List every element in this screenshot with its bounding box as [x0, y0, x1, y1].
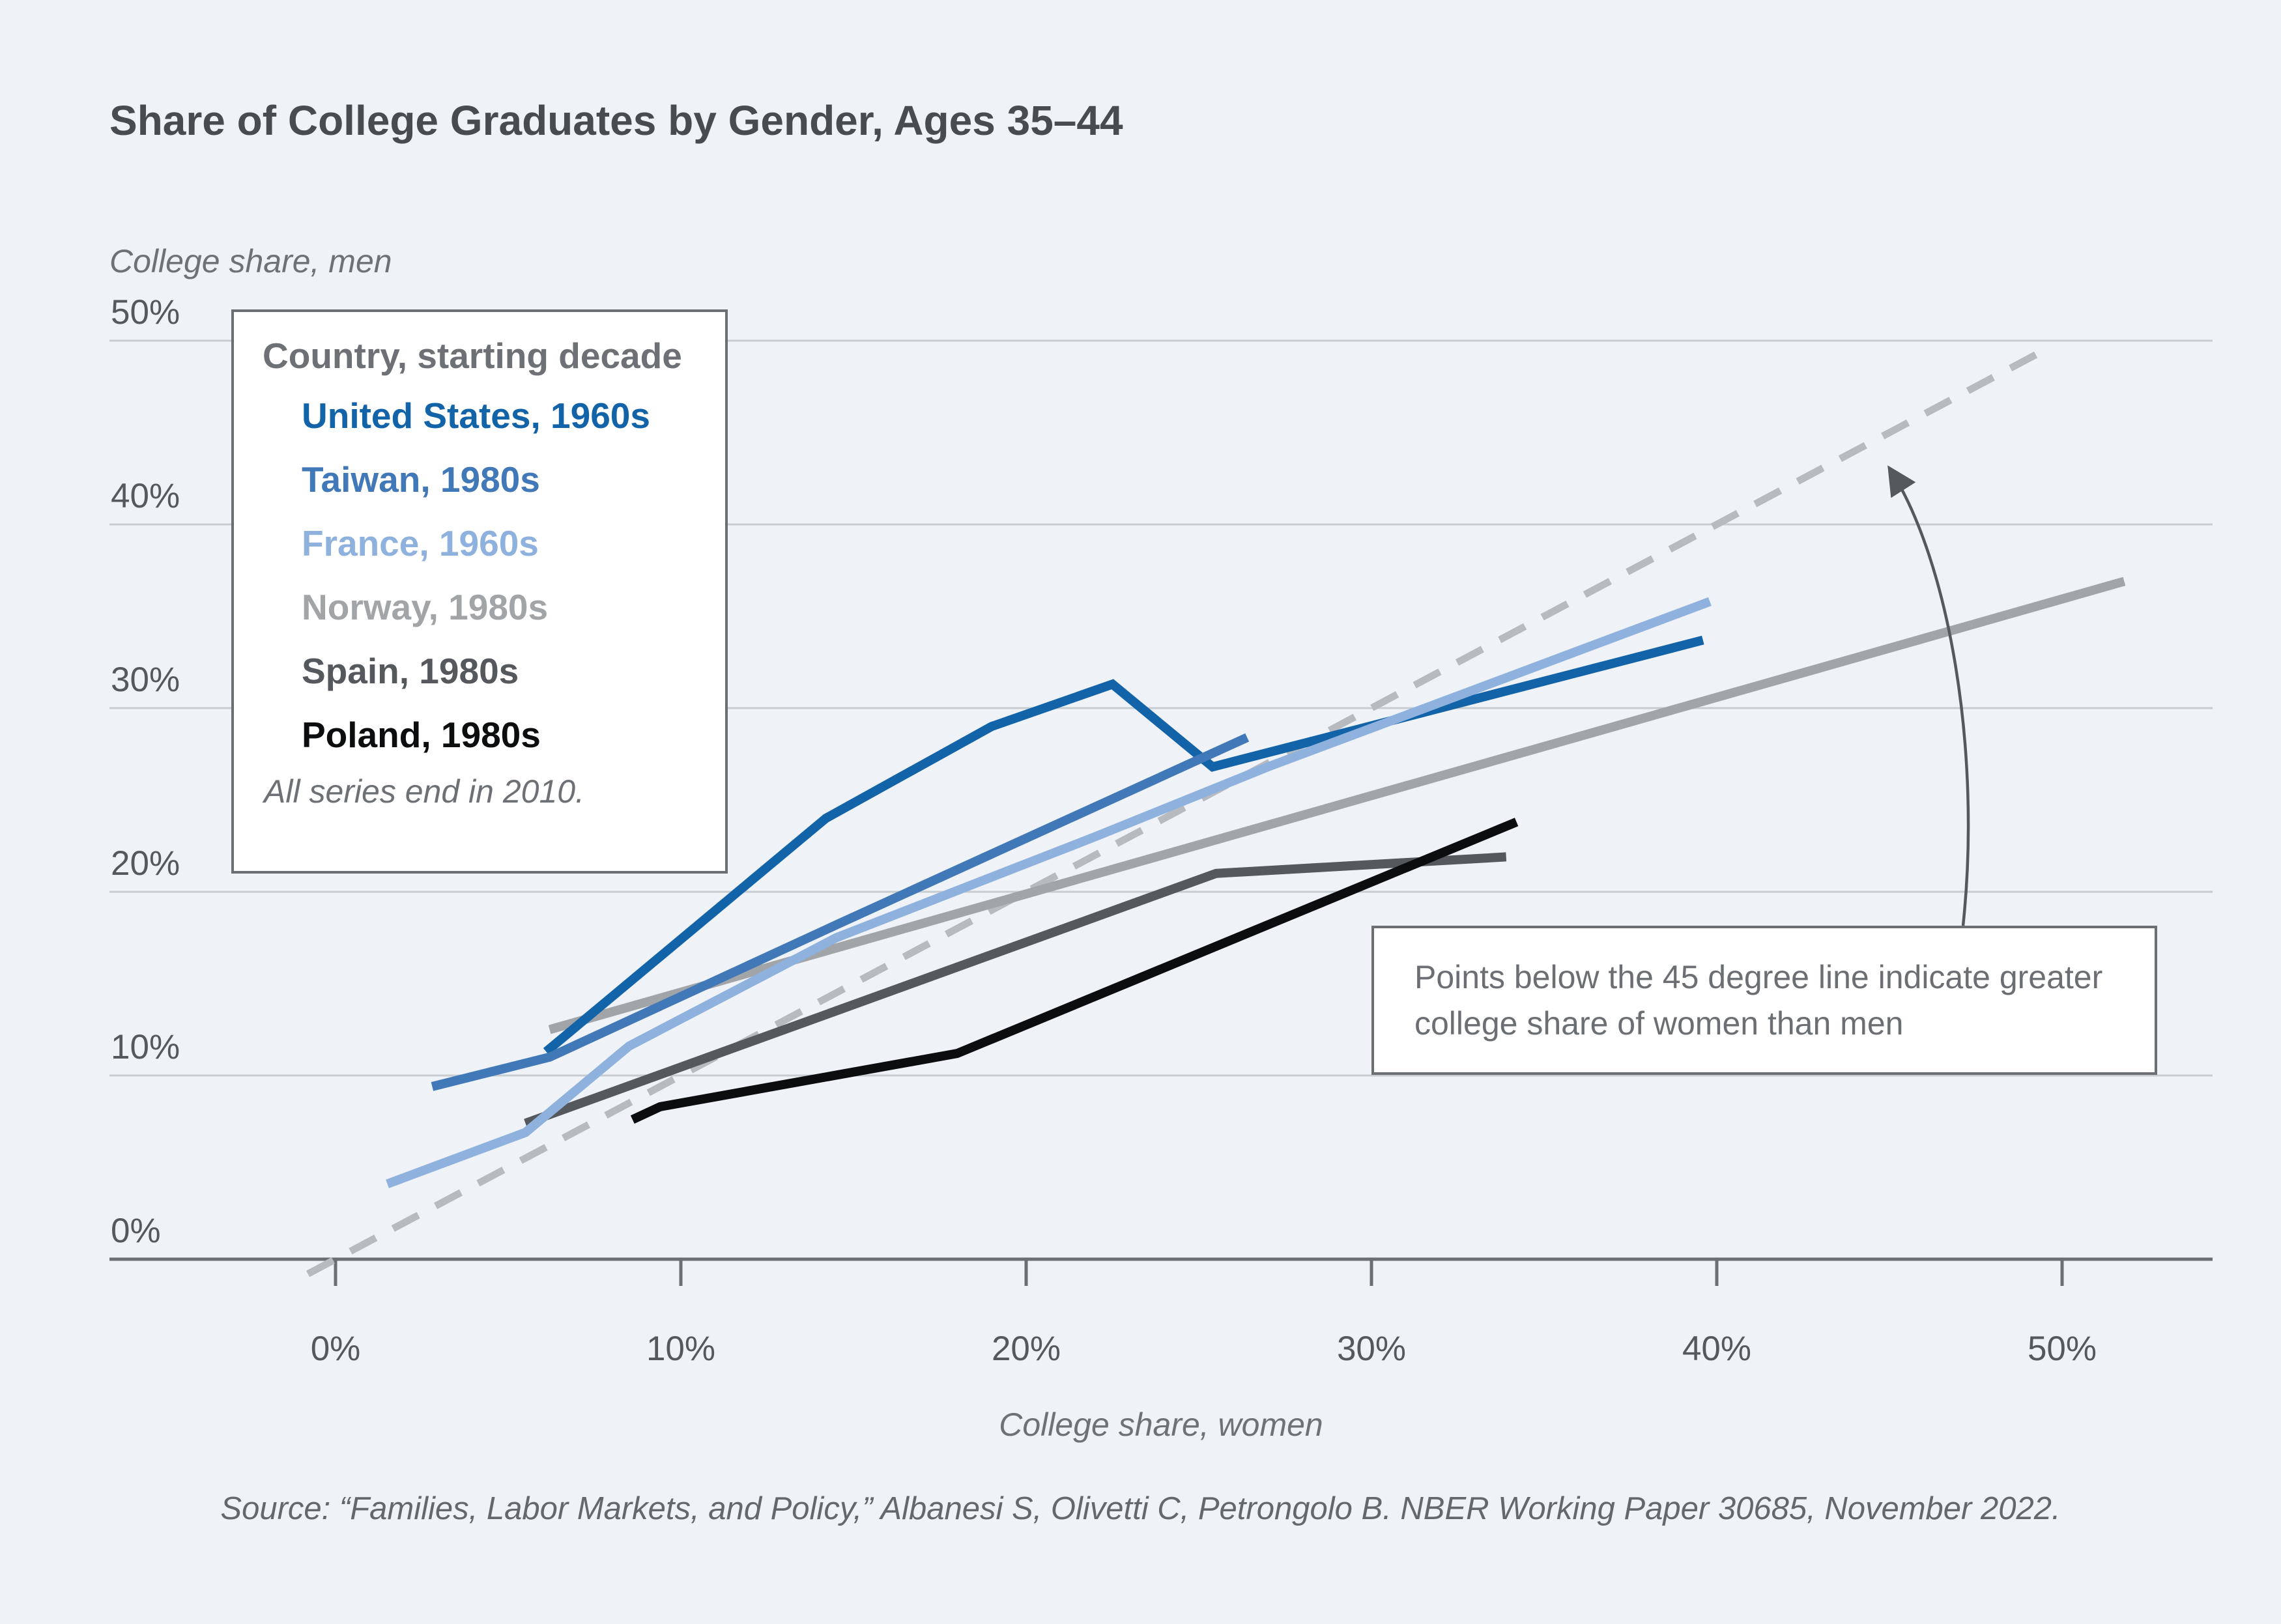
y-axis-title: College share, men	[109, 243, 392, 279]
y-tick-label-40: 40%	[111, 477, 180, 515]
legend-entry-united-states: United States, 1960s	[302, 395, 650, 436]
x-axis-title: College share, women	[999, 1406, 1323, 1443]
series-line-taiwan-s	[431, 733, 1250, 1091]
x-tick-label-10: 10%	[646, 1330, 716, 1368]
x-tick-label-50: 50%	[2027, 1330, 2097, 1368]
reference-45-degree-line	[306, 343, 2054, 1277]
legend-title: Country, starting decade	[263, 335, 682, 376]
legend-entry-spain: Spain, 1980s	[302, 651, 519, 691]
y-tick-label-30: 30%	[111, 661, 180, 699]
legend-entry-taiwan: Taiwan, 1980s	[302, 459, 540, 500]
chart-title: Share of College Graduates by Gender, Ag…	[109, 97, 1123, 144]
legend-entry-france: France, 1960s	[302, 523, 539, 563]
x-tick-label-30: 30%	[1336, 1330, 1407, 1368]
annotation-text: Points below the 45 degree line indicate…	[1414, 958, 2103, 1042]
source-citation: Source: “Families, Labor Markets, and Po…	[220, 1491, 2061, 1526]
x-tick-label-40: 40%	[1682, 1330, 1752, 1368]
legend-entry-norway: Norway, 1980s	[302, 587, 549, 627]
x-tick-label-0: 0%	[310, 1330, 361, 1368]
legend-box: Country, starting decade United States, …	[231, 309, 728, 874]
y-tick-label-0: 0%	[111, 1212, 161, 1250]
annotation-arrow	[1887, 465, 1970, 926]
series-line-poland-s	[630, 818, 1519, 1124]
annotation-box: Points below the 45 degree line indicate…	[1371, 926, 2157, 1075]
y-tick-label-50: 50%	[111, 293, 180, 332]
y-tick-label-20: 20%	[111, 844, 180, 883]
x-tick-label-20: 20%	[991, 1330, 1061, 1368]
series-line-france-s	[386, 597, 1712, 1188]
legend-note: All series end in 2010.	[264, 773, 584, 810]
legend-entry-poland: Poland, 1980s	[302, 715, 541, 755]
y-tick-label-10: 10%	[111, 1028, 180, 1066]
series-line-united-states-s	[543, 635, 1704, 1055]
